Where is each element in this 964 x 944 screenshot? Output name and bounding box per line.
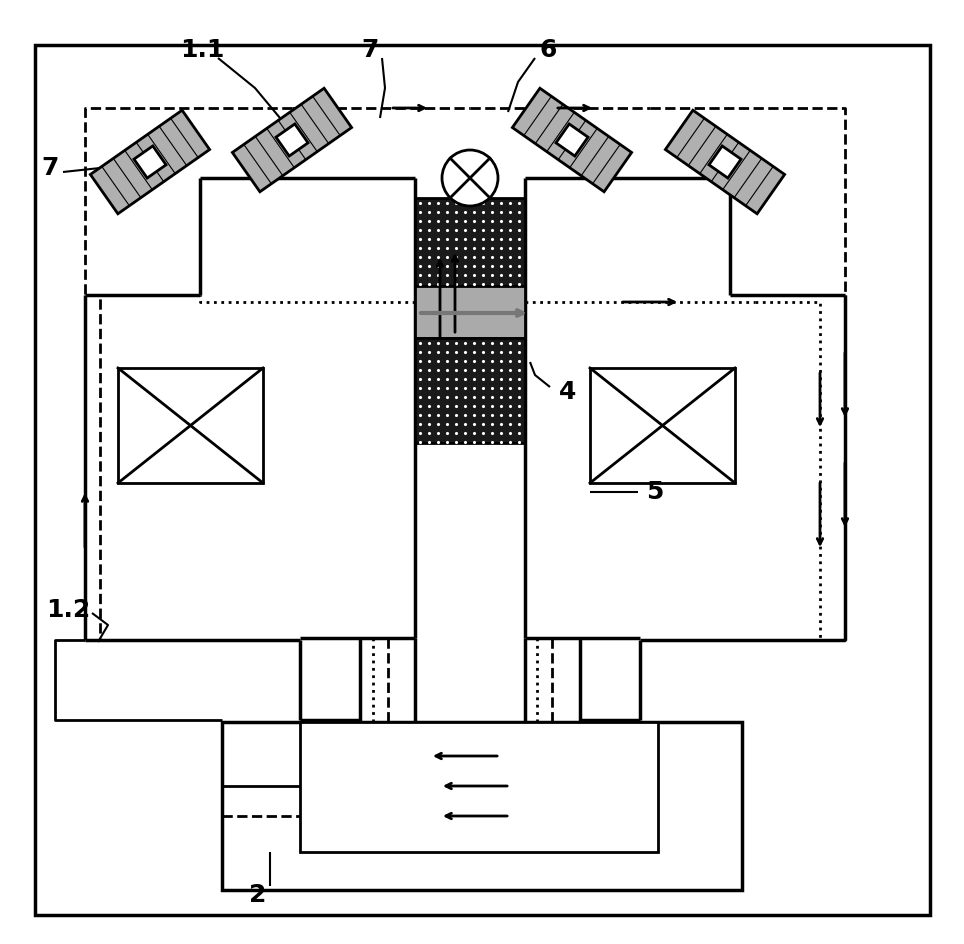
Bar bbox=[134, 146, 166, 178]
Bar bbox=[118, 368, 263, 483]
Bar bbox=[91, 110, 209, 213]
Circle shape bbox=[442, 150, 498, 206]
Bar bbox=[222, 722, 742, 890]
Bar bbox=[276, 124, 308, 156]
Bar bbox=[512, 88, 631, 192]
Bar bbox=[232, 88, 352, 192]
Bar bbox=[556, 124, 588, 156]
Text: 2: 2 bbox=[250, 883, 267, 907]
Bar bbox=[415, 198, 525, 286]
Bar bbox=[300, 722, 658, 852]
Bar bbox=[415, 286, 525, 338]
Text: 6: 6 bbox=[539, 38, 556, 62]
Bar bbox=[590, 368, 735, 483]
Text: 5: 5 bbox=[646, 480, 663, 504]
Text: 1.1: 1.1 bbox=[180, 38, 225, 62]
Bar bbox=[665, 110, 785, 213]
Text: 7: 7 bbox=[362, 38, 379, 62]
Bar bbox=[415, 338, 525, 443]
Bar bbox=[709, 146, 741, 178]
Text: 4: 4 bbox=[559, 380, 576, 404]
Text: 7: 7 bbox=[41, 156, 59, 180]
Text: 1.2: 1.2 bbox=[46, 598, 90, 622]
